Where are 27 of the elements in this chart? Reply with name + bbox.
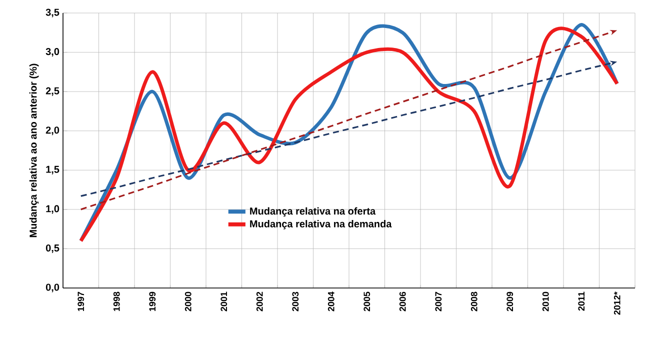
x-tick-label: 2001 (220, 292, 228, 312)
x-tick-label: 2004 (328, 292, 334, 312)
y-tick-label: 3,5 (46, 8, 60, 18)
y-tick-label: 2,0 (46, 126, 60, 136)
y-axis-title: Mudança relativa ao ano anterior (%) (29, 64, 39, 238)
legend-label: Mudança relativa na demanda (250, 220, 392, 230)
x-tick-label: 2000 (184, 292, 192, 312)
legend-label: Mudança relativa na oferta (250, 207, 376, 217)
x-tick-label: 1999 (149, 292, 156, 311)
y-tick-label: 3,0 (46, 48, 60, 57)
y-tick-label: 0,0 (46, 284, 60, 292)
x-tick-label: 2005 (364, 292, 370, 312)
x-tick-label: 2006 (399, 292, 406, 312)
x-tick-label: 2008 (470, 292, 478, 312)
x-tick-label: 1997 (78, 292, 84, 311)
x-tick-label: 2012* (614, 292, 620, 315)
y-tick-label: 1,0 (46, 205, 60, 214)
x-tick-label: 1998 (113, 292, 120, 311)
x-tick-label: 2011 (578, 292, 585, 311)
x-tick-label: 2003 (292, 292, 299, 312)
x-tick-label: 2010 (542, 292, 549, 312)
x-tick-label: 2007 (435, 292, 442, 312)
x-tick-label: 2009 (506, 292, 514, 312)
y-tick-label: 2,5 (46, 87, 60, 96)
y-tick-label: 1,5 (46, 166, 60, 174)
x-tick-label: 2002 (256, 292, 263, 312)
y-tick-label: 0,5 (46, 244, 60, 253)
